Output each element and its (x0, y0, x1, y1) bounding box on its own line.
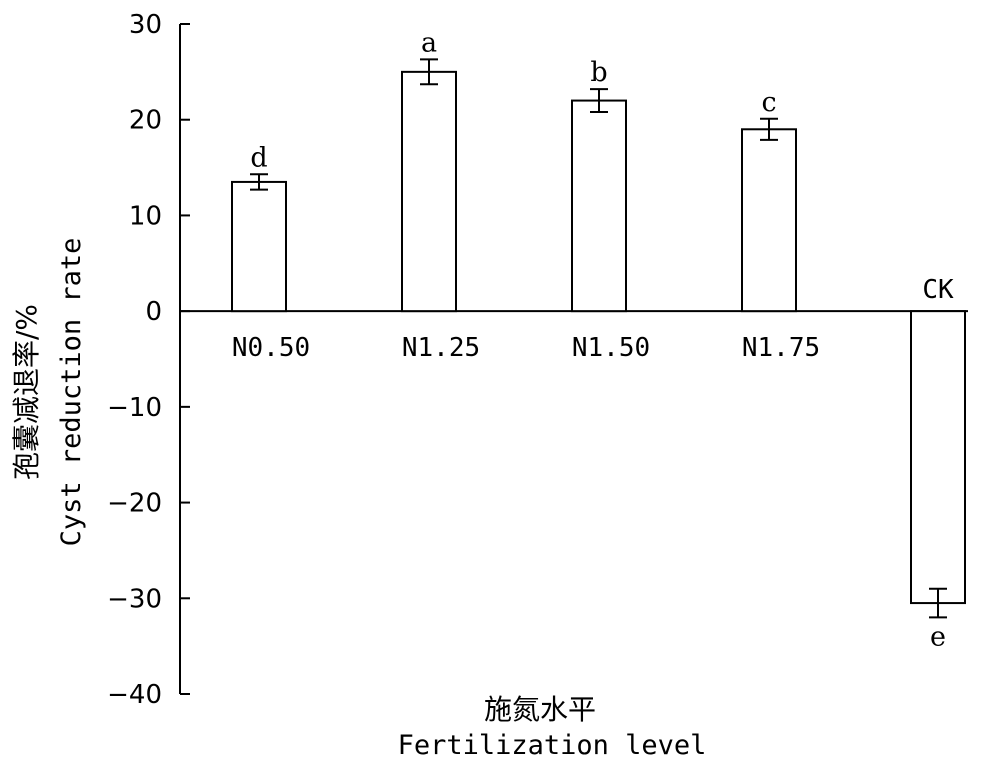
y-tick-label: −20 (107, 489, 162, 519)
category-label: N1.25 (402, 333, 480, 363)
error-bar (760, 117, 778, 141)
error-bar (590, 88, 608, 114)
category-labels: N0.50 N1.25 N1.50 N1.75 CK (232, 275, 954, 363)
y-ticks: 30 20 10 0 −10 −20 −30 −40 (107, 10, 190, 710)
category-label: CK (922, 275, 954, 305)
y-axis-title-cn: 孢囊减退率/% (10, 304, 43, 480)
y-tick-label: −10 (107, 393, 162, 423)
category-label: N1.75 (742, 333, 820, 363)
error-bar (420, 58, 438, 86)
category-label: N0.50 (232, 333, 310, 363)
bar-ck (910, 310, 966, 605)
significance-letter: d (250, 142, 267, 173)
y-tick-label: 30 (129, 10, 162, 40)
significance-letter: b (590, 57, 607, 88)
significance-letter: e (930, 621, 946, 652)
y-axis-title: 孢囊减退率/% (10, 304, 43, 480)
y-tick-label: −30 (107, 584, 162, 614)
error-bar (929, 587, 947, 619)
bar-n1-25 (401, 70, 457, 313)
bar-n1-50 (571, 99, 627, 313)
category-label: N1.50 (572, 333, 650, 363)
significance-labels: d a b c e (250, 27, 946, 652)
y-tick-label: 10 (129, 201, 162, 231)
x-axis-title-en: Fertilization level (398, 730, 707, 761)
x-axis-title-cn: 施氮水平 (484, 693, 596, 726)
y-tick-label: 20 (129, 106, 162, 136)
bars (231, 58, 966, 619)
significance-letter: a (421, 27, 437, 58)
significance-letter: c (761, 87, 776, 118)
error-bar (250, 173, 268, 191)
y-axis: 30 20 10 0 −10 −20 −30 −40 (107, 10, 190, 710)
y-tick-label: −40 (107, 680, 162, 710)
bar-n0-50 (231, 180, 287, 313)
y-axis-title-en: Cyst reduction rate (56, 238, 87, 547)
y-tick-label: 0 (145, 297, 162, 327)
bar-n1-75 (741, 128, 797, 313)
